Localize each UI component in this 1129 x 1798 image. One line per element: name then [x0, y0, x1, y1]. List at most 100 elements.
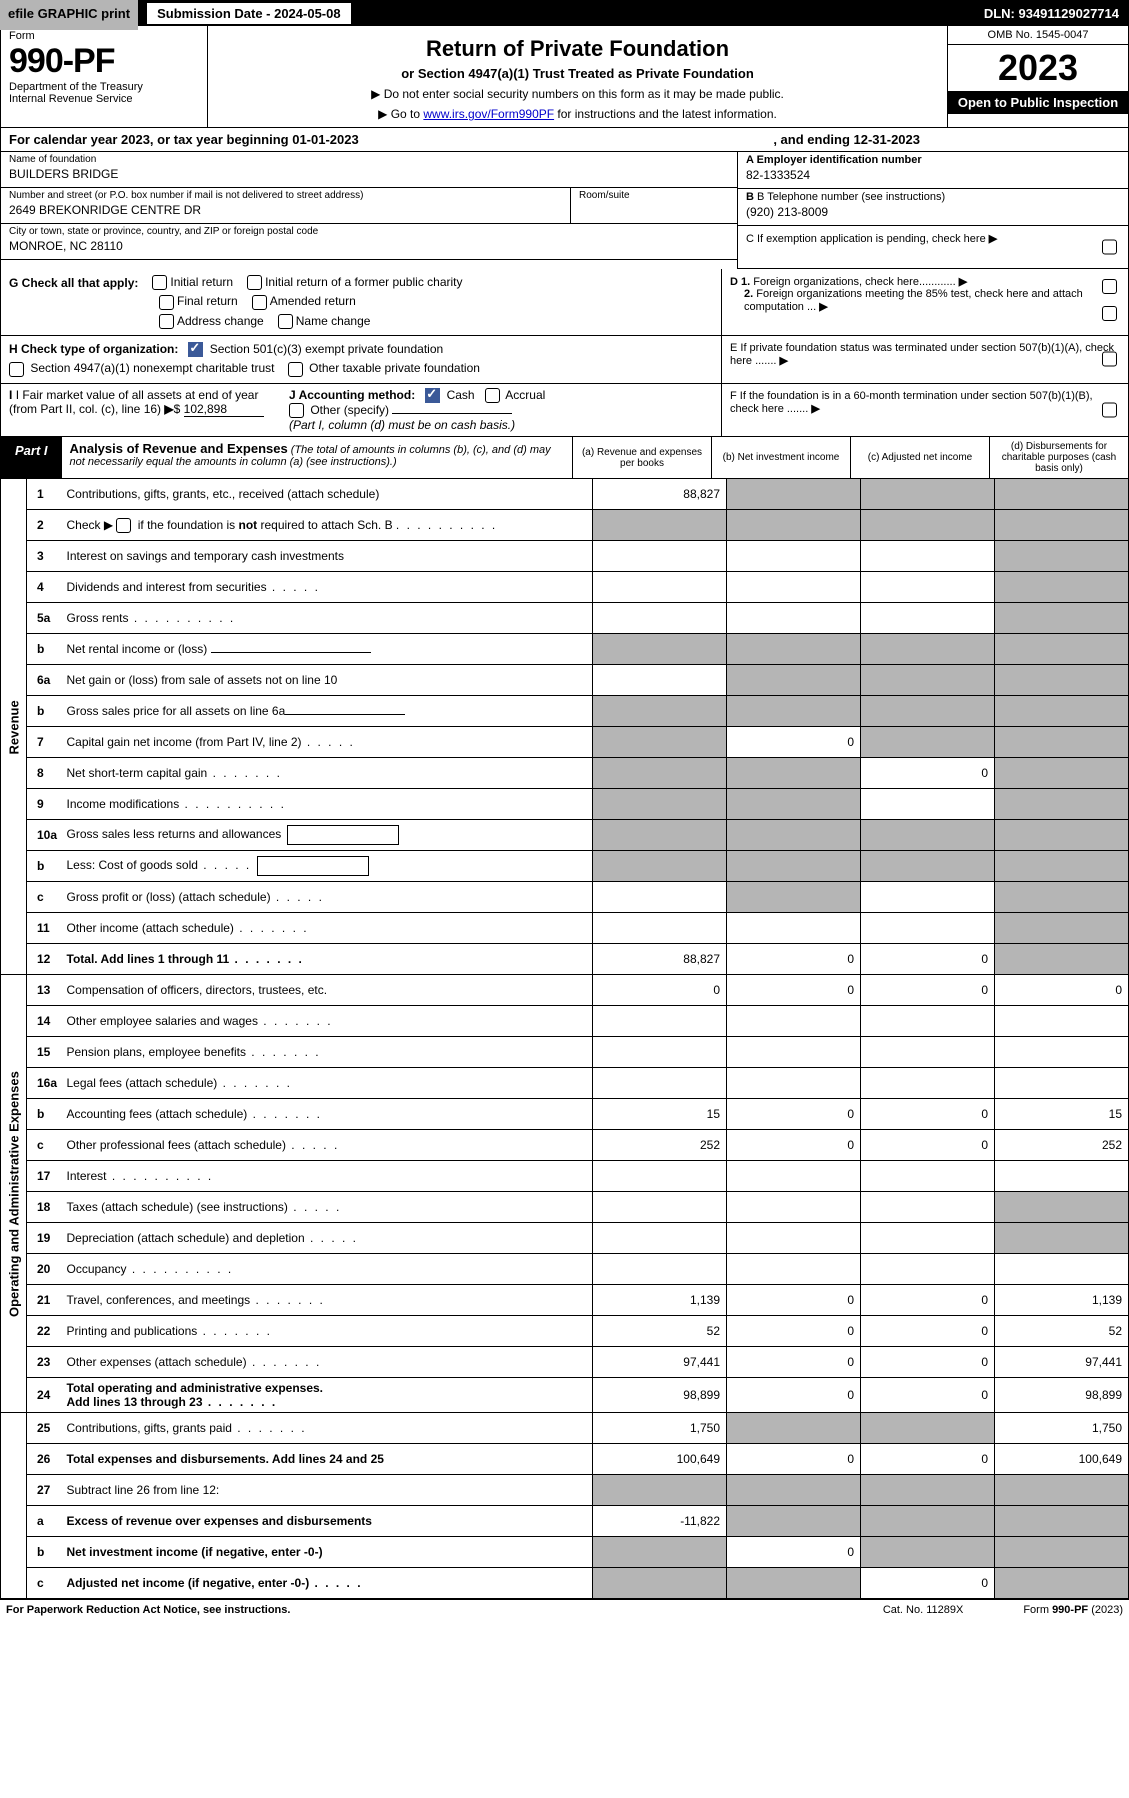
line-10c: cGross profit or (loss) (attach schedule… — [1, 882, 1129, 913]
header-center: Return of Private Foundation or Section … — [208, 26, 947, 127]
line-20: 20Occupancy — [1, 1254, 1129, 1285]
line-2: 2 Check ▶ if the foundation is not requi… — [1, 510, 1129, 541]
line-6a: 6aNet gain or (loss) from sale of assets… — [1, 665, 1129, 696]
warn-link: ▶ Go to www.irs.gov/Form990PF for instru… — [218, 107, 937, 121]
line-24: 24Total operating and administrative exp… — [1, 1378, 1129, 1413]
ein-cell: A Employer identification number 82-1333… — [738, 152, 1128, 189]
tax-year: 2023 — [948, 45, 1128, 91]
pra-notice: For Paperwork Reduction Act Notice, see … — [6, 1604, 290, 1616]
line-11: 11Other income (attach schedule) — [1, 913, 1129, 944]
l7-b: 0 — [727, 727, 861, 758]
open-public-badge: Open to Public Inspection — [948, 91, 1128, 114]
line-3: 3Interest on savings and temporary cash … — [1, 541, 1129, 572]
form-number: 990-PF — [9, 42, 199, 81]
j-note: (Part I, column (d) must be on cash basi… — [289, 418, 713, 432]
schb-checkbox[interactable] — [116, 518, 131, 533]
line-7: 7Capital gain net income (from Part IV, … — [1, 727, 1129, 758]
line-8: 8Net short-term capital gain0 — [1, 758, 1129, 789]
f-checkbox[interactable] — [1102, 402, 1117, 417]
calendar-year-row: For calendar year 2023, or tax year begi… — [0, 128, 1129, 152]
line-25: 25Contributions, gifts, grants paid1,750… — [1, 1413, 1129, 1444]
address-change-checkbox[interactable] — [159, 314, 174, 329]
e-checkbox[interactable] — [1102, 352, 1117, 367]
city-state-zip: MONROE, NC 28110 — [9, 237, 729, 253]
line-14: 14Other employee salaries and wages — [1, 1006, 1129, 1037]
cat-no: Cat. No. 11289X — [883, 1604, 964, 1616]
page-footer: For Paperwork Reduction Act Notice, see … — [0, 1598, 1129, 1620]
form-ref: Form 990-PF (2023) — [1023, 1604, 1123, 1616]
l12-c: 0 — [861, 944, 995, 975]
initial-return-checkbox[interactable] — [152, 275, 167, 290]
line-21: 21Travel, conferences, and meetings1,139… — [1, 1285, 1129, 1316]
ein-value: 82-1333524 — [746, 166, 1120, 182]
l8-c: 0 — [861, 758, 995, 789]
d-row: D 1. D 1. Foreign organizations, check h… — [721, 269, 1128, 335]
form-subtitle: or Section 4947(a)(1) Trust Treated as P… — [218, 66, 937, 81]
foundation-name: BUILDERS BRIDGE — [9, 165, 729, 181]
final-return-checkbox[interactable] — [159, 295, 174, 310]
entity-block: Name of foundation BUILDERS BRIDGE Numbe… — [0, 152, 1129, 269]
address-row: Number and street (or P.O. box number if… — [1, 188, 737, 224]
line-5a: 5aGross rents — [1, 603, 1129, 634]
501c3-checkbox[interactable] — [188, 342, 203, 357]
form-header: Form 990-PF Department of the Treasury I… — [0, 26, 1129, 128]
h-row: H Check type of organization: Section 50… — [0, 336, 1129, 384]
line-12: 12Total. Add lines 1 through 1188,82700 — [1, 944, 1129, 975]
4947-checkbox[interactable] — [9, 362, 24, 377]
other-method-checkbox[interactable] — [289, 403, 304, 418]
form-word: Form — [9, 30, 199, 42]
line-16a: 16aLegal fees (attach schedule) — [1, 1068, 1129, 1099]
c-checkbox[interactable] — [1102, 240, 1117, 255]
g-row: G Check all that apply: Initial return I… — [0, 269, 1129, 336]
form-title: Return of Private Foundation — [218, 36, 937, 62]
line-27a: aExcess of revenue over expenses and dis… — [1, 1506, 1129, 1537]
d1-checkbox[interactable] — [1102, 279, 1117, 294]
line-13: Operating and Administrative Expenses 13… — [1, 975, 1129, 1006]
header-right: OMB No. 1545-0047 2023 Open to Public In… — [947, 26, 1128, 127]
expenses-side-label: Operating and Administrative Expenses — [1, 975, 27, 1413]
irs-link[interactable]: www.irs.gov/Form990PF — [423, 107, 554, 121]
col-d-head: (d) Disbursements for charitable purpose… — [990, 437, 1128, 478]
header-left: Form 990-PF Department of the Treasury I… — [1, 26, 208, 127]
line-27c: cAdjusted net income (if negative, enter… — [1, 1568, 1129, 1599]
ij-row: I I Fair market value of all assets at e… — [0, 384, 1129, 438]
cal-year-begin: For calendar year 2023, or tax year begi… — [9, 132, 359, 147]
l12-a: 88,827 — [593, 944, 727, 975]
fmv-value: 102,898 — [184, 402, 264, 417]
line-6b: bGross sales price for all assets on lin… — [1, 696, 1129, 727]
line-10b: bLess: Cost of goods sold — [1, 851, 1129, 882]
initial-former-checkbox[interactable] — [247, 275, 262, 290]
line-27b: bNet investment income (if negative, ent… — [1, 1537, 1129, 1568]
street-address: 2649 BREKONRIDGE CENTRE DR — [9, 201, 562, 217]
col-a-head: (a) Revenue and expenses per books — [573, 437, 712, 478]
other-taxable-checkbox[interactable] — [288, 362, 303, 377]
room-suite: Room/suite — [571, 188, 737, 223]
c-pending-row: C If exemption application is pending, c… — [738, 226, 1128, 269]
accrual-checkbox[interactable] — [485, 388, 500, 403]
warn-ssn: ▶ Do not enter social security numbers o… — [218, 87, 937, 101]
line-16b: bAccounting fees (attach schedule)150015 — [1, 1099, 1129, 1130]
phone-cell: B B Telephone number (see instructions) … — [738, 189, 1128, 226]
e-row: E If private foundation status was termi… — [721, 336, 1128, 383]
name-change-checkbox[interactable] — [278, 314, 293, 329]
l1-a: 88,827 — [593, 479, 727, 510]
line-10a: 10aGross sales less returns and allowanc… — [1, 820, 1129, 851]
amended-return-checkbox[interactable] — [252, 295, 267, 310]
irs-label: Internal Revenue Service — [9, 93, 199, 105]
dept-label: Department of the Treasury — [9, 81, 199, 93]
l12-b: 0 — [727, 944, 861, 975]
line-9: 9Income modifications — [1, 789, 1129, 820]
part1-label: Part I — [1, 437, 62, 478]
d2-checkbox[interactable] — [1102, 306, 1117, 321]
cash-checkbox[interactable] — [425, 388, 440, 403]
cal-year-end: , and ending 12-31-2023 — [773, 132, 920, 147]
city-cell: City or town, state or province, country… — [1, 224, 737, 260]
col-c-head: (c) Adjusted net income — [851, 437, 990, 478]
foundation-name-cell: Name of foundation BUILDERS BRIDGE — [1, 152, 737, 188]
line-22: 22Printing and publications520052 — [1, 1316, 1129, 1347]
part1-table: Revenue 1 Contributions, gifts, grants, … — [0, 479, 1129, 1599]
line-17: 17Interest — [1, 1161, 1129, 1192]
line-26: 26Total expenses and disbursements. Add … — [1, 1444, 1129, 1475]
line-16c: cOther professional fees (attach schedul… — [1, 1130, 1129, 1161]
line-5b: bNet rental income or (loss) — [1, 634, 1129, 665]
